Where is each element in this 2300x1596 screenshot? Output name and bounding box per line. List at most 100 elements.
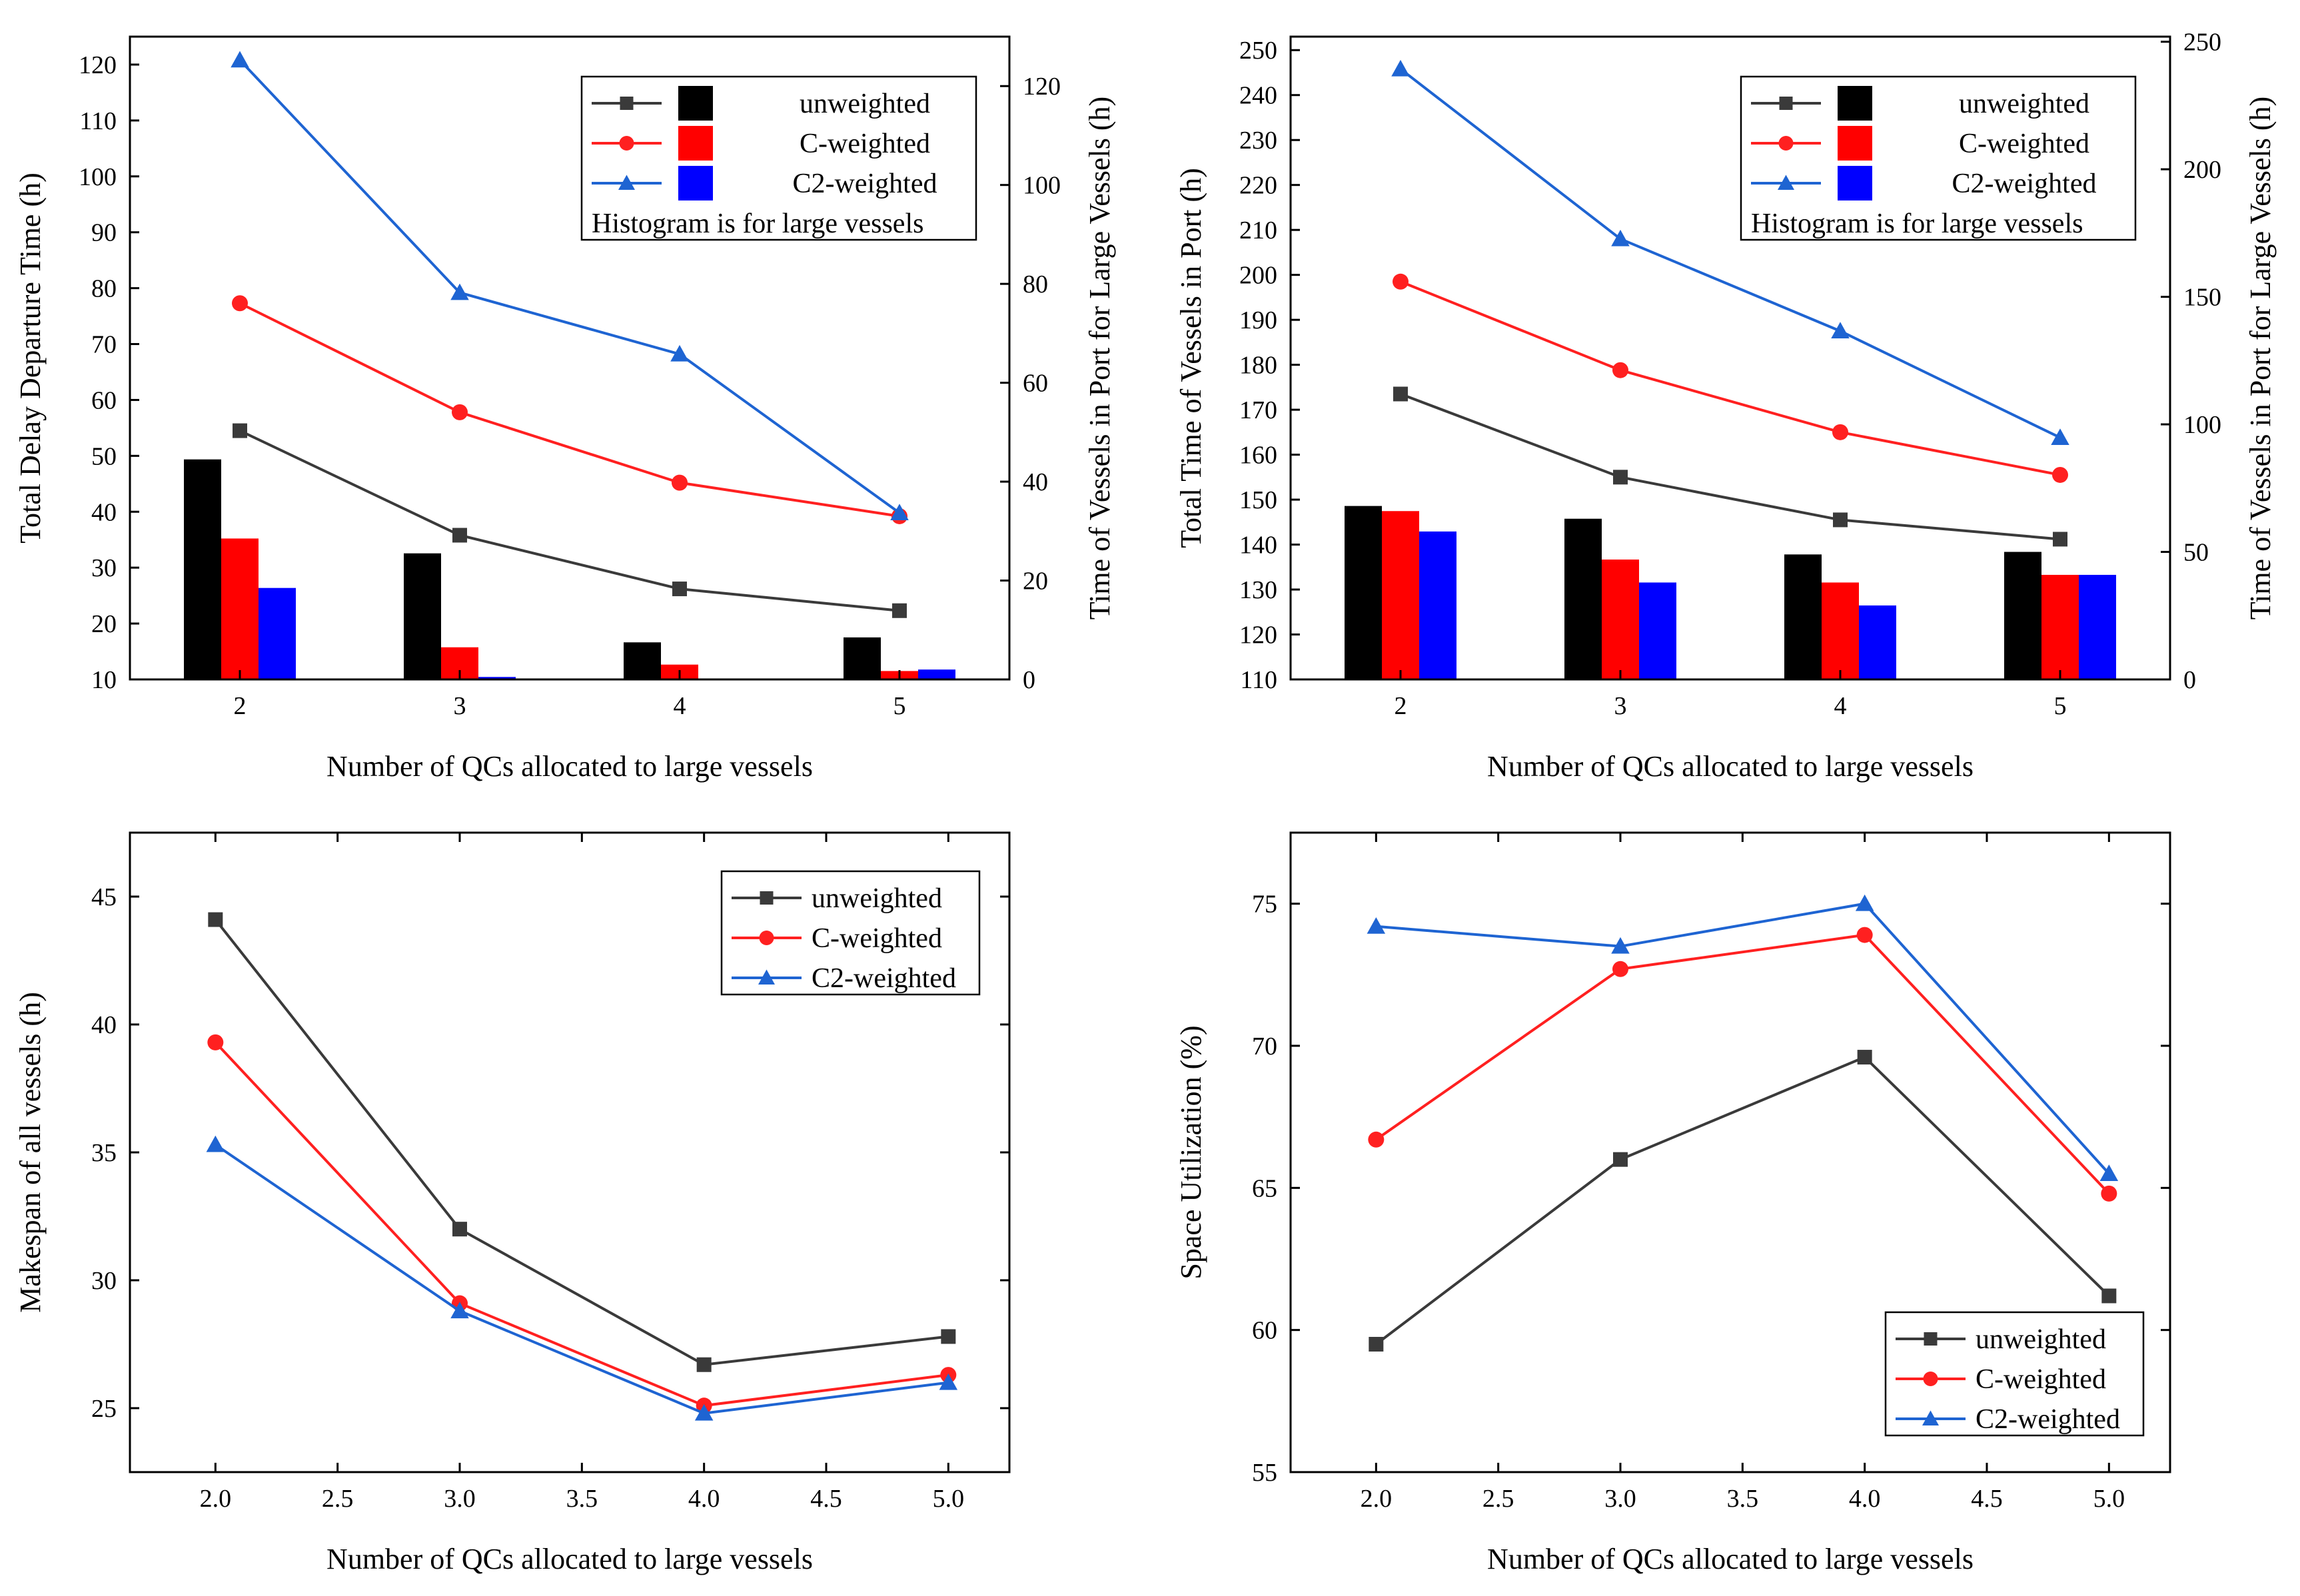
legend-label-c2-weighted: C2-weighted <box>1952 169 2097 199</box>
y-tick-label: 190 <box>1239 306 1277 334</box>
point-c2-weighted-3 <box>890 504 909 520</box>
x-tick-label: 3.0 <box>1604 1485 1636 1513</box>
x-tick-label: 4.5 <box>810 1485 842 1513</box>
point-c2-weighted-3 <box>2099 1164 2119 1181</box>
bar-unweighted-3 <box>2004 552 2041 679</box>
x-axis-title: Number of QCs allocated to large vessels <box>326 1543 813 1575</box>
legend-marker-c2-weighted <box>758 969 775 985</box>
line-c-weighted <box>214 1041 949 1407</box>
point-unweighted-1 <box>452 1222 467 1237</box>
legend-marker-c2-weighted <box>618 175 635 190</box>
y-tick-label: 250 <box>1239 37 1277 65</box>
y-tick-label: 40 <box>91 1011 117 1039</box>
bar-unweighted-1 <box>404 553 441 679</box>
point-c2-weighted-2 <box>1831 322 1850 339</box>
y-tick-label: 100 <box>79 163 117 191</box>
y2-axis-title: Time of Vessels in Port for Large Vessel… <box>1083 97 1116 619</box>
legend-marker-c-weighted <box>1923 1372 1938 1386</box>
point-c2-weighted-0 <box>1391 59 1410 77</box>
legend-marker-c2-weighted <box>1778 175 1794 190</box>
y2-tick-label: 60 <box>1023 370 1048 398</box>
x-tick-label: 5.0 <box>933 1485 965 1513</box>
x-axis-title: Number of QCs allocated to large vessels <box>326 750 813 783</box>
y-tick-label: 30 <box>91 1267 117 1295</box>
legend-bar-swatch-unweighted <box>678 86 713 121</box>
point-c2-weighted-2 <box>1855 894 1874 911</box>
legend-marker-c-weighted <box>1778 136 1794 151</box>
x-tick-label: 4.0 <box>1849 1485 1881 1513</box>
x-axis-title: Number of QCs allocated to large vessels <box>1487 1543 1974 1575</box>
y-tick-label: 170 <box>1239 396 1277 424</box>
x-tick-label: 2 <box>234 692 247 720</box>
y2-tick-label: 120 <box>1023 73 1061 101</box>
bar-unweighted-2 <box>624 642 661 679</box>
y-tick-label: 40 <box>91 498 117 526</box>
y2-tick-label: 80 <box>1023 270 1048 298</box>
plot-frame <box>1289 831 2171 1473</box>
x-tick-label: 5 <box>2054 692 2067 720</box>
point-c-weighted-0 <box>1393 273 1409 290</box>
bar-unweighted-3 <box>844 637 881 679</box>
y-axis-title: Total Delay Departure Time (h) <box>14 173 47 544</box>
x-tick-label: 3.5 <box>1727 1485 1759 1513</box>
line-unweighted <box>1375 1055 2110 1346</box>
y-tick-label: 45 <box>91 883 117 911</box>
line-unweighted <box>239 429 900 612</box>
point-c-weighted-2 <box>1856 927 1873 943</box>
x-tick-label: 4.0 <box>688 1485 720 1513</box>
legend-label-unweighted: unweighted <box>1959 89 2089 119</box>
x-tick-label: 2.5 <box>1482 1485 1514 1513</box>
y-tick-label: 140 <box>1239 532 1277 560</box>
y-tick-label: 50 <box>91 442 117 470</box>
legend-label-c2-weighted: C2-weighted <box>793 169 937 199</box>
y-tick-label: 25 <box>91 1395 117 1423</box>
legend-marker-c-weighted <box>619 136 634 151</box>
legend-label-c2-weighted: C2-weighted <box>1976 1404 2120 1435</box>
y-tick-label: 20 <box>91 610 117 638</box>
y2-tick-label: 20 <box>1023 568 1048 596</box>
point-unweighted-1 <box>452 528 467 543</box>
line-c-weighted <box>239 302 900 518</box>
x-tick-label: 4 <box>1834 692 1847 720</box>
legend-label-unweighted: unweighted <box>800 89 930 119</box>
bar-unweighted-0 <box>1345 506 1382 679</box>
point-c-weighted-0 <box>232 295 248 312</box>
y-tick-label: 35 <box>91 1139 117 1167</box>
bar-c2-weighted-0 <box>259 588 296 679</box>
y2-tick-label: 250 <box>2183 29 2221 57</box>
point-c2-weighted-0 <box>1367 917 1386 934</box>
y-tick-label: 55 <box>1252 1459 1277 1487</box>
point-unweighted-3 <box>2053 532 2067 547</box>
line-c-weighted <box>1400 280 2061 476</box>
point-c2-weighted-2 <box>694 1403 714 1421</box>
bar-c2-weighted-3 <box>918 669 955 679</box>
point-unweighted-3 <box>892 603 907 618</box>
y2-tick-label: 200 <box>2183 156 2221 184</box>
point-unweighted-0 <box>1369 1337 1384 1352</box>
x-axis-title: Number of QCs allocated to large vessels <box>1487 750 1974 783</box>
legend-note: Histogram is for large vessels <box>1751 208 2083 239</box>
point-c-weighted-1 <box>1612 362 1628 378</box>
bar-c2-weighted-1 <box>1639 582 1676 679</box>
point-c-weighted-2 <box>672 474 688 491</box>
line-c2-weighted <box>1399 68 2061 439</box>
bar-c-weighted-0 <box>1382 511 1419 679</box>
point-c2-weighted-1 <box>1611 937 1630 954</box>
point-unweighted-2 <box>672 582 687 597</box>
y-tick-label: 150 <box>1239 486 1277 514</box>
legend-bar-swatch-c2-weighted <box>678 166 713 200</box>
line-unweighted <box>1400 392 2061 541</box>
point-c2-weighted-0 <box>231 51 249 68</box>
y-tick-label: 60 <box>91 386 117 414</box>
y-tick-label: 160 <box>1239 442 1277 470</box>
y2-tick-label: 150 <box>2183 284 2221 312</box>
y2-tick-label: 0 <box>1023 666 1035 694</box>
point-unweighted-0 <box>208 912 223 927</box>
legend-marker-c-weighted <box>759 931 774 945</box>
point-c2-weighted-1 <box>450 283 469 300</box>
legend-label-c-weighted: C-weighted <box>800 129 930 159</box>
legend-marker-unweighted <box>760 891 774 905</box>
point-c2-weighted-3 <box>939 1373 958 1390</box>
panel-time-in-port: 1101201301401501601701801902002102202302… <box>1175 29 2277 783</box>
x-tick-label: 5.0 <box>2093 1485 2125 1513</box>
